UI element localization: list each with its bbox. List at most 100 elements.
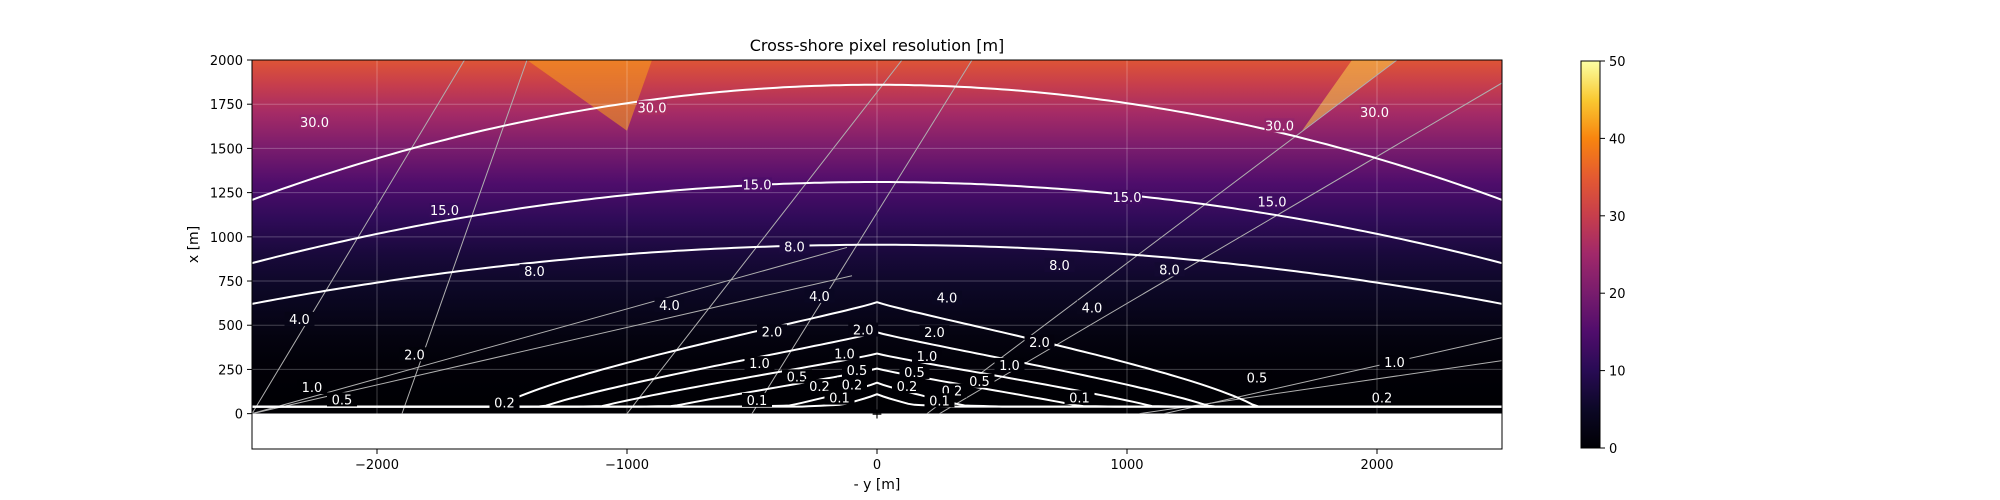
contour-label-gap [804,288,835,303]
contour-label-gap [932,290,962,305]
contour-label: 0.2 [842,378,863,393]
contour-label-gap [489,395,520,410]
contour-label-gap [637,100,667,115]
contour-label: 2.0 [404,348,425,363]
camera-ray [252,275,853,415]
colorbar-tick-label: 40 [1609,132,1626,147]
contour-label-gap [848,322,879,337]
contour-label: 30.0 [1265,119,1294,134]
contour-label-gap [757,324,787,339]
contour-label-gap [1112,189,1142,204]
axes: −2000 −1000 0 1000 2000 0 250 500 750 1000 1250 150… [210,54,1503,473]
y-axis-label: x [m] [186,226,202,263]
contour-label-gap [892,379,922,394]
gridlines [252,60,1502,449]
contour-label-gap [829,346,860,361]
contour-label: 0.1 [829,392,850,407]
contour-label: 30.0 [300,116,329,131]
y-tick-label: 1500 [210,142,243,157]
contour-label-gap [919,325,950,340]
contour-label-gap [1379,355,1410,370]
x-tick-label: −2000 [355,458,399,473]
contour-label: 1.0 [834,347,855,362]
contour-label: 0.1 [1069,391,1090,406]
contour-label: 15.0 [430,204,459,219]
x-tick-label: 0 [873,458,881,473]
contour-label: 4.0 [809,290,830,305]
contour-label: 0.1 [747,394,768,409]
colorbar: 0 10 20 30 40 50 [1580,55,1626,457]
contour-label-gap [1044,257,1075,272]
contour-label: 8.0 [1049,259,1070,274]
camera-ray [1139,360,1502,415]
contour-label-gap [1367,390,1397,405]
contour-label-gap [994,357,1025,372]
contour-label: 15.0 [1258,195,1287,210]
colorbar-tick-label: 0 [1609,442,1617,457]
contour-30.0 [252,83,1502,201]
contour-label-gap [1359,105,1390,120]
contour-label-gap [742,177,772,192]
y-tick-label: 0 [235,408,243,423]
camera-ray [252,60,465,414]
camera-rays [252,60,1502,415]
contour-label-gap [744,356,775,371]
contour-label: 0.5 [787,370,808,385]
contour-label-gap [519,264,550,279]
contour-label: 8.0 [524,265,545,280]
x-axis-label: - y [m] [854,477,901,493]
x-tick-label: 2000 [1360,458,1393,473]
contour-lines [252,83,1502,408]
contour-label-gap [804,379,835,394]
contour-label-gap [837,377,867,392]
contour-label: 1.0 [749,357,770,372]
contour-label-gap [1064,390,1095,405]
colorbar-tick-label: 20 [1609,287,1626,302]
camera-ray [252,246,848,415]
camera-ray [751,60,973,414]
contour-label: 30.0 [638,102,667,117]
contour-label: 2.0 [762,325,783,340]
contour-label: 0.1 [929,394,950,409]
contour-label: 8.0 [1159,263,1180,278]
contour-label: 1.0 [302,381,323,396]
contour-label: 4.0 [1082,301,1103,316]
contour-label: 4.0 [937,292,958,307]
contour-label-gap [824,390,855,405]
camera-ray [626,60,903,414]
contour-label-gap [842,363,872,378]
contour-label: 8.0 [784,240,805,255]
contour-label-gap [299,114,330,129]
contour-label-gap [284,311,315,326]
y-tick-label: 1000 [210,231,243,246]
contour-label: 0.2 [494,397,515,412]
plot-area: 30.0 30.0 30.0 30.0 15.0 15.0 15.0 15.0 8.0 8.0 8.… [252,60,1502,449]
y-tick-label: 250 [218,363,243,378]
colorbar-tick-label: 50 [1609,55,1626,70]
contour-label: 0.5 [847,364,868,379]
contour-0.1 [252,393,1502,408]
contour-label-gap [924,393,955,408]
contour-label-gap [912,349,942,364]
contour-label-gap [1154,262,1185,277]
colorbar-tick-label: 30 [1609,210,1626,225]
camera-ray [939,82,1502,415]
contour-label: 1.0 [917,350,938,365]
contour-label-gap [1024,334,1055,349]
contour-label-gap [1077,300,1107,315]
contour-label: 2.0 [853,324,874,339]
contour-label-gap [899,364,930,379]
contour-label-gap [1264,118,1295,133]
contour-label: 0.2 [897,380,918,395]
camera-marker: + [871,407,883,423]
contour-label: 0.5 [969,375,990,390]
contour-label-gap [297,379,327,394]
contour-label-gap [399,347,430,362]
contour-label: 0.5 [904,366,925,381]
colorbar-tick-label: 10 [1609,365,1626,380]
contour-label-gap [1257,194,1287,209]
contour-label: 15.0 [1113,191,1142,206]
contour-label: 15.0 [743,179,772,194]
contour-label: 4.0 [289,313,310,328]
